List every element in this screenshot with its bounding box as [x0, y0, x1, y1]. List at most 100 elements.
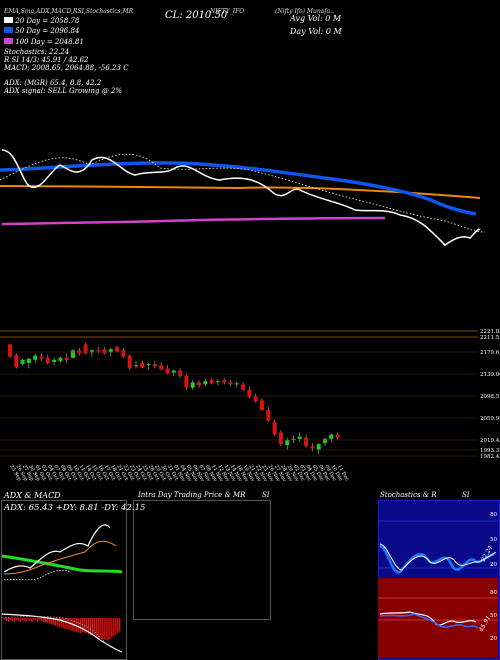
candle-body — [209, 380, 214, 384]
macd-bar — [48, 618, 51, 624]
macd-histogram — [4, 618, 121, 641]
rsi-tick-50: 50 — [490, 613, 497, 619]
rsi-white-line — [379, 611, 477, 626]
rsi-blue-line — [379, 613, 479, 629]
macd-bar — [56, 618, 58, 627]
price-tick-label: 2019.45 — [480, 438, 500, 444]
macd-bar — [64, 618, 66, 629]
macd-bar — [115, 618, 117, 635]
candle-body — [184, 375, 189, 388]
macd-bar — [101, 618, 103, 639]
candle-body — [96, 350, 101, 352]
macd-signal-line — [1, 616, 107, 645]
candle-body — [329, 434, 334, 439]
price-tick-label: 2179.6 — [480, 350, 500, 356]
avg-vol-label: Avg Vol: 0 M — [290, 14, 342, 23]
adx-white-line — [3, 524, 111, 573]
macd-bar — [60, 618, 62, 628]
macd-bar — [107, 618, 109, 641]
adx-green-line — [1, 554, 123, 574]
macd-bar — [31, 618, 33, 622]
studies-header: EMA,Sma,ADX,MACD,RSI,Stochastics,MR — [4, 8, 134, 15]
ma50-legend: 50 Day = 2096.84 — [4, 27, 79, 35]
rsi-tick-20: 20 — [490, 636, 497, 642]
candle-body — [121, 350, 126, 357]
macd-legend: MACD: 2008.65, 2064.88, -56.23 C — [4, 64, 129, 72]
candle-body — [83, 344, 88, 354]
macd-bar — [43, 618, 45, 622]
macd-bar — [68, 618, 70, 630]
day-vol-label: Day Vol: 0 M — [290, 27, 342, 36]
candle-body — [159, 365, 164, 370]
macd-bar — [13, 618, 16, 622]
candle-body — [260, 400, 264, 410]
candle-body — [134, 365, 138, 367]
candle-body — [26, 358, 31, 364]
ma20-line — [1, 149, 481, 246]
stoch-tick-80: 80 — [490, 512, 497, 518]
macd-bar — [62, 618, 64, 628]
candle-body — [52, 359, 57, 362]
macd-bar — [85, 618, 88, 634]
macd-bar — [39, 618, 41, 620]
macd-bar — [9, 618, 12, 620]
macd-bar — [119, 618, 121, 632]
macd-bar — [109, 618, 111, 639]
macd-bar — [15, 618, 17, 620]
candle-body — [266, 410, 271, 421]
macd-bar — [76, 618, 78, 633]
candle-body — [215, 381, 220, 383]
macd-bar — [103, 618, 105, 640]
intraday-si-label: SI — [262, 491, 270, 499]
rsi-tick-80: 80 — [490, 590, 497, 596]
candle-body — [33, 355, 38, 360]
candle-body — [127, 355, 132, 369]
ma20-legend: 20 Day = 2058.78 — [4, 17, 79, 25]
macd-bar — [66, 618, 68, 630]
candle-body — [58, 357, 63, 361]
adx-dotted-line — [3, 570, 71, 581]
candle-body — [241, 384, 246, 390]
price-tick-label: 2221.88 — [480, 329, 500, 335]
candle-body — [253, 396, 258, 402]
candle-body — [108, 349, 113, 353]
candle-body — [310, 446, 315, 449]
macd-bar — [80, 618, 82, 634]
candle-body — [102, 349, 107, 354]
stoch-tick-50: 50 — [490, 537, 497, 543]
ma20-swatch — [4, 17, 13, 23]
price-tick-label: 2098.52 — [480, 394, 500, 400]
macd-bar — [44, 618, 47, 623]
stoch-k-line — [379, 544, 495, 574]
candle-body — [165, 368, 170, 374]
macd-bar — [117, 618, 119, 633]
stoch-panel-title: Stochastics & R — [380, 491, 437, 499]
candle-body — [222, 380, 227, 383]
candle-body — [115, 347, 120, 352]
symbol-label: NIFTY_IFO — [210, 8, 245, 15]
macd-bar — [19, 618, 21, 622]
intraday-panel — [133, 500, 271, 620]
candle-body — [171, 370, 176, 373]
macd-bar — [99, 618, 101, 639]
stoch-si-label: SI — [462, 491, 470, 499]
macd-bar — [17, 618, 19, 621]
macd-bar — [58, 618, 60, 627]
candle-body — [178, 370, 183, 376]
ma50-line — [0, 161, 477, 216]
macd-bar — [41, 618, 43, 621]
macd-bar — [25, 618, 27, 622]
candle-body — [272, 421, 277, 435]
candle-body — [152, 364, 157, 367]
price-tick-label: 2059.99 — [480, 416, 500, 422]
candle-body — [20, 359, 25, 365]
adx-panel-values: ADX: 65.43 +DY: 8.81 -DY: 42.15 — [4, 503, 146, 513]
macd-bar — [29, 618, 31, 621]
macd-bar — [7, 618, 10, 622]
price-tick-label: 2211.55 — [480, 335, 500, 341]
ma200-line — [0, 185, 481, 199]
macd-bar — [35, 618, 37, 621]
candle-body — [203, 381, 208, 385]
